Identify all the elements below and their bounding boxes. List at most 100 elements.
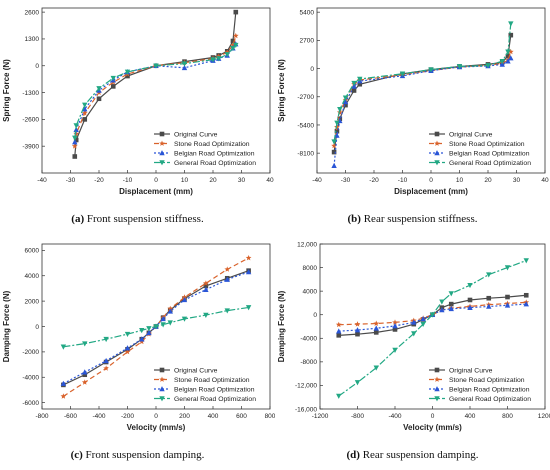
data-point	[392, 327, 398, 332]
y-tick-label: -2700	[297, 94, 314, 101]
data-point	[233, 42, 239, 49]
x-tick-label: -800	[351, 413, 364, 420]
data-point	[373, 325, 379, 331]
data-point	[334, 120, 340, 126]
y-tick-label: 6000	[25, 248, 40, 255]
legend-entry: Original Curve	[449, 367, 493, 374]
data-point	[103, 357, 109, 364]
data-point	[399, 71, 406, 77]
data-point	[331, 149, 337, 155]
data-point	[507, 48, 514, 55]
plot-area	[71, 9, 239, 159]
data-point	[354, 380, 361, 386]
y-tick-label: -2000	[22, 349, 39, 356]
data-point	[448, 301, 454, 307]
data-point	[81, 379, 88, 385]
x-tick-label: -30	[341, 177, 351, 184]
caption-c: (c) Front suspension damping.	[0, 449, 275, 461]
data-point	[181, 64, 188, 71]
legend-entry: Original Curve	[449, 131, 493, 138]
data-point	[420, 315, 426, 322]
x-tick-label: 10	[181, 177, 189, 184]
data-point	[343, 102, 348, 108]
y-axis-label: Damping Force (N)	[277, 290, 286, 362]
y-tick-label: -5400	[297, 122, 314, 129]
data-point	[139, 328, 145, 334]
data-point	[373, 365, 379, 371]
legend-marker	[159, 367, 165, 373]
legend-marker	[159, 376, 165, 382]
data-point	[336, 328, 342, 334]
data-point	[439, 307, 445, 313]
data-point	[224, 49, 231, 55]
legend-marker	[434, 376, 440, 382]
x-tick-label: -20	[94, 177, 104, 184]
x-tick-label: 0	[429, 177, 433, 184]
data-point	[203, 280, 209, 286]
data-point	[428, 67, 434, 73]
data-point	[334, 132, 340, 138]
data-point	[82, 372, 88, 378]
series-line-4	[338, 259, 527, 397]
legend-marker	[434, 386, 440, 392]
legend-marker	[159, 131, 165, 137]
data-point	[103, 336, 109, 343]
x-tick-label: -10	[398, 177, 408, 184]
data-point	[354, 321, 361, 327]
data-point	[72, 154, 78, 159]
data-point	[230, 45, 236, 52]
data-point	[60, 380, 67, 386]
x-tick-label: 10	[456, 177, 464, 184]
data-point	[124, 69, 131, 75]
data-point	[181, 61, 188, 67]
data-point	[167, 308, 173, 314]
data-point	[139, 336, 145, 342]
x-tick-label: -20	[369, 177, 379, 184]
data-point	[508, 21, 514, 27]
data-point	[342, 95, 349, 101]
legend-marker	[434, 160, 440, 166]
data-point	[448, 291, 454, 297]
plot-area	[60, 254, 252, 399]
legend: Original Curve Stone Road Optimization Bel…	[154, 131, 256, 167]
caption-text: Front suspension stiffness.	[84, 213, 204, 225]
data-point	[373, 330, 379, 335]
legend-entry: General Road Optimization	[449, 396, 531, 403]
x-tick-label: 20	[209, 177, 217, 184]
x-tick-label: 800	[502, 413, 513, 420]
data-point	[81, 110, 88, 116]
data-point	[160, 322, 166, 328]
y-tick-label: -16,000	[295, 406, 317, 413]
legend-entry: General Road Optimization	[449, 160, 531, 167]
plot-area	[335, 258, 530, 399]
data-point	[230, 38, 236, 44]
data-point	[486, 303, 492, 309]
data-point	[124, 331, 131, 338]
data-point	[110, 84, 116, 89]
chart-d: -1200-800-4000400800120012,000800040000-…	[277, 241, 550, 432]
legend-marker	[159, 140, 165, 146]
data-point	[73, 123, 79, 129]
x-tick-label: 0	[431, 413, 435, 420]
x-tick-label: -400	[92, 413, 105, 420]
x-tick-label: 400	[465, 413, 476, 420]
caption-label: (d)	[346, 449, 360, 461]
chart-b: -40 -30 -20 -10 0 10 20 30 40 5400 2700 0 -2700 -5400…	[277, 7, 549, 196]
data-point	[357, 76, 363, 82]
y-axis-label: Damping Force (N)	[2, 290, 11, 362]
legend-marker	[159, 160, 165, 166]
x-axis-label: Displacement (mm)	[119, 187, 193, 196]
x-tick-label: 30	[238, 177, 246, 184]
x-tick-label: 0	[154, 413, 158, 420]
y-axis-label: Spring Force (N)	[2, 59, 11, 122]
data-point	[357, 81, 363, 87]
x-tick-label: -40	[312, 177, 322, 184]
data-point	[411, 331, 417, 337]
data-point	[60, 393, 67, 399]
x-axis-label: Displacement (mm)	[394, 187, 468, 196]
legend-entry: Stone Road Optimization	[174, 377, 250, 384]
data-point	[82, 106, 88, 112]
legend-entry: Belgian Road Optimization	[449, 150, 530, 157]
data-point	[337, 106, 343, 113]
data-point	[245, 254, 252, 261]
